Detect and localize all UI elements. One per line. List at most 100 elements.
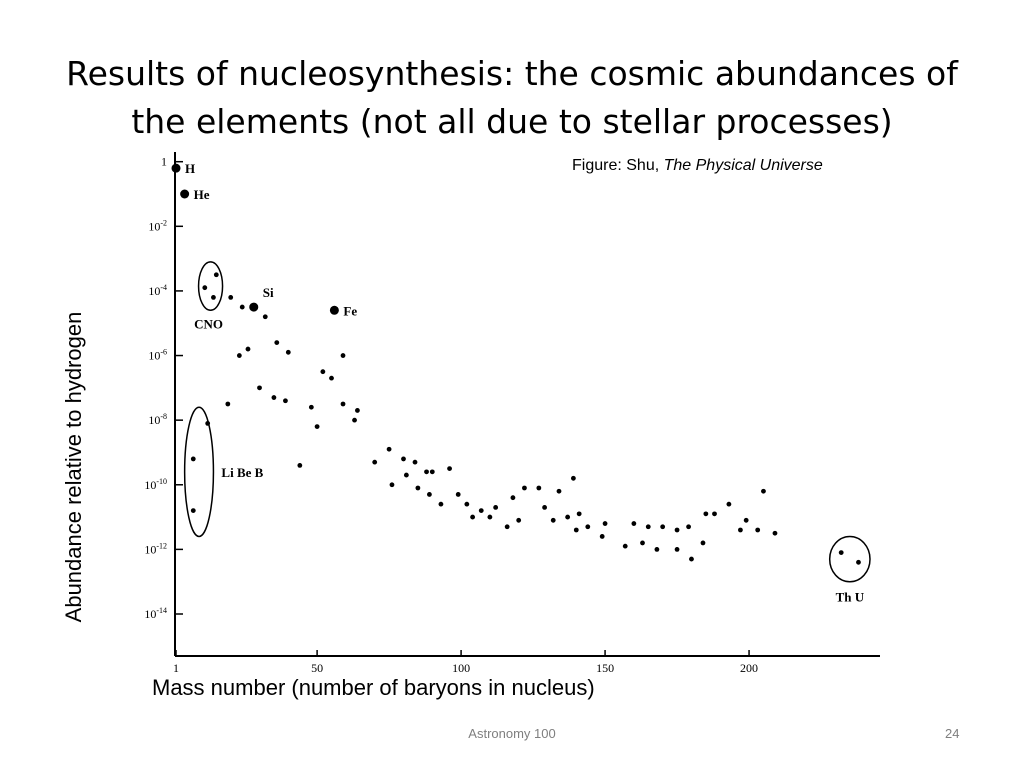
- data-point: [703, 511, 709, 517]
- data-point: [386, 446, 392, 452]
- data-point: [355, 408, 360, 413]
- title-line-2: the elements (not all due to stellar pro…: [131, 102, 893, 141]
- data-point: [536, 485, 542, 491]
- data-point: [542, 504, 547, 510]
- x-tick-label: 50: [311, 661, 323, 675]
- data-point: [674, 546, 680, 552]
- data-point: [654, 546, 660, 552]
- labeled-point-he: [180, 189, 190, 199]
- y-tick-label: 10-10: [144, 477, 167, 492]
- data-point: [761, 488, 766, 494]
- data-point: [599, 534, 605, 539]
- data-point: [320, 369, 326, 375]
- data-point: [372, 459, 378, 465]
- data-point: [211, 294, 216, 300]
- data-point: [257, 385, 262, 391]
- data-point: [478, 508, 484, 514]
- data-point: [239, 304, 245, 310]
- point-label-he: He: [194, 187, 210, 202]
- y-axis-label: Abundance relative to hydrogen: [61, 311, 86, 623]
- data-point: [438, 501, 444, 507]
- data-point: [283, 398, 288, 404]
- data-point: [352, 417, 357, 423]
- group-ellipse-th-u: [828, 535, 871, 583]
- data-point: [645, 524, 651, 530]
- slide-title: Results of nucleosynthesis: the cosmic a…: [40, 50, 984, 146]
- data-point: [190, 508, 196, 514]
- data-point: [516, 517, 522, 523]
- labeled-point-h: [171, 163, 181, 173]
- data-point: [401, 456, 406, 462]
- data-point: [314, 424, 320, 430]
- data-point: [245, 346, 251, 352]
- data-point: [340, 401, 346, 407]
- data-point: [689, 556, 694, 562]
- data-point: [329, 375, 334, 381]
- data-point: [660, 524, 666, 530]
- y-tick-label: 1: [161, 155, 167, 169]
- data-point: [726, 501, 732, 507]
- data-point: [285, 349, 291, 355]
- data-point: [712, 511, 717, 517]
- data-point: [415, 485, 421, 491]
- group-label-cno: CNO: [194, 316, 223, 331]
- data-point: [202, 285, 208, 291]
- data-point: [190, 456, 196, 462]
- data-point: [403, 472, 409, 478]
- data-point: [522, 485, 527, 491]
- group-ellipse-li-be-b: [183, 406, 215, 538]
- data-point: [429, 469, 435, 475]
- data-point: [602, 521, 608, 526]
- labeled-point-fe: [329, 305, 339, 315]
- y-tick-label: 10-4: [148, 283, 167, 298]
- y-tick-label: 10-2: [148, 218, 167, 233]
- data-point: [565, 514, 571, 520]
- data-point: [493, 504, 499, 510]
- data-point: [340, 353, 346, 358]
- data-point: [686, 524, 691, 530]
- credit-book-title: The Physical Universe: [663, 157, 823, 174]
- group-ellipse-cno: [197, 261, 224, 312]
- data-point: [464, 501, 470, 507]
- data-point: [213, 272, 219, 278]
- data-point: [455, 492, 461, 497]
- data-point: [271, 395, 277, 400]
- y-tick-label: 10-8: [148, 412, 167, 427]
- data-point: [556, 488, 562, 494]
- title-line-1: Results of nucleosynthesis: the cosmic a…: [66, 54, 958, 93]
- data-point: [236, 353, 242, 358]
- data-point: [622, 543, 628, 549]
- data-point: [838, 550, 844, 556]
- data-point: [228, 294, 234, 300]
- data-point: [297, 462, 303, 468]
- data-point: [424, 469, 429, 475]
- data-point: [262, 314, 268, 320]
- data-point: [550, 517, 556, 523]
- data-point: [640, 540, 645, 546]
- data-point: [755, 527, 761, 533]
- y-tick-label: 10-6: [148, 348, 167, 363]
- figure-credit: Figure: Shu, The Physical Universe: [572, 157, 823, 175]
- data-point: [510, 495, 516, 501]
- x-axis-label: Mass number (number of baryons in nucleu…: [152, 675, 595, 700]
- data-point: [308, 404, 314, 410]
- data-point: [389, 482, 395, 488]
- data-point: [743, 517, 749, 523]
- data-point: [573, 527, 579, 533]
- data-point: [631, 521, 637, 526]
- slide-number: 24: [945, 726, 960, 741]
- data-point: [504, 524, 510, 530]
- footer-course-name: Astronomy 100: [468, 726, 556, 741]
- x-tick-label: 150: [596, 661, 614, 675]
- data-point: [427, 492, 432, 497]
- group-label-li-be-b: Li Be B: [221, 465, 263, 480]
- data-point: [274, 340, 280, 346]
- data-point: [674, 527, 680, 533]
- data-point: [700, 540, 706, 546]
- y-tick-label: 10-14: [144, 606, 167, 621]
- data-point: [772, 530, 778, 536]
- y-tick-label: 10-12: [144, 541, 167, 556]
- data-point: [447, 466, 452, 472]
- x-tick-label: 1: [173, 661, 179, 675]
